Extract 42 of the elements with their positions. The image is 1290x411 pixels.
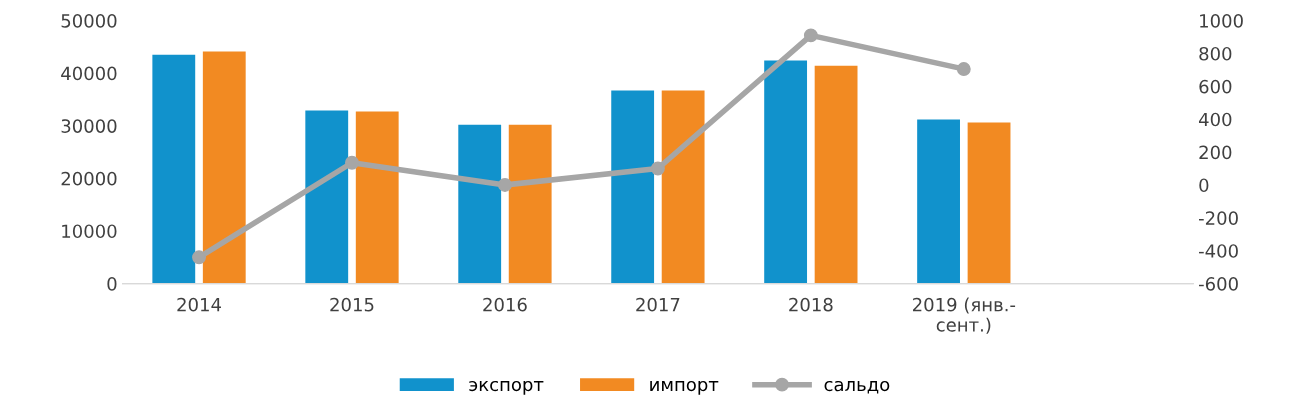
y2-tick-label: -600 bbox=[1198, 277, 1238, 291]
bar bbox=[305, 110, 349, 284]
point bbox=[956, 62, 971, 76]
bar bbox=[152, 54, 196, 284]
y-tick-label: 40000 bbox=[61, 66, 117, 81]
bar bbox=[661, 90, 705, 284]
y-tick-label: 30000 bbox=[61, 119, 117, 133]
bar bbox=[967, 122, 1011, 284]
y-tick-label: 10000 bbox=[62, 224, 117, 239]
bar bbox=[202, 51, 246, 284]
point bbox=[345, 155, 359, 170]
y2-tick-label: 800 bbox=[1199, 46, 1232, 61]
y-tick-label: 0 bbox=[107, 277, 117, 291]
bar bbox=[917, 119, 960, 284]
y2-tick-label: 0 bbox=[1199, 178, 1209, 193]
x-tick-label: 2015 bbox=[330, 297, 374, 312]
y2-tick-label: -200 bbox=[1198, 211, 1238, 225]
point bbox=[650, 161, 665, 176]
y-tick-label: 50000 bbox=[61, 14, 117, 28]
bar bbox=[611, 90, 655, 284]
x-tick-label: 2014 bbox=[177, 297, 221, 312]
y2-tick-label: -400 bbox=[1198, 244, 1238, 258]
y2-tick-label: 1000 bbox=[1200, 14, 1243, 28]
legend-label: экспорт bbox=[469, 380, 544, 395]
point bbox=[497, 178, 512, 192]
point bbox=[192, 250, 206, 265]
y2-tick-label: 600 bbox=[1199, 79, 1232, 94]
bar bbox=[814, 65, 858, 284]
x-tick-label: 2016 bbox=[483, 297, 527, 312]
x-tick-label: 2018 bbox=[789, 297, 833, 312]
y2-tick-label: 400 bbox=[1198, 112, 1232, 127]
x-tick-label: 2019 (янв.- сент.) bbox=[912, 297, 1016, 334]
legend-label: сальдо bbox=[824, 380, 890, 394]
y-tick-label: 20000 bbox=[61, 171, 117, 186]
bar bbox=[508, 124, 552, 284]
bar bbox=[355, 111, 399, 284]
legend-label: импорт bbox=[650, 380, 719, 395]
bar bbox=[458, 124, 502, 284]
bar bbox=[764, 60, 808, 284]
x-tick-label: 2017 bbox=[636, 297, 680, 312]
point bbox=[803, 28, 818, 43]
y2-tick-label: 200 bbox=[1199, 145, 1232, 160]
